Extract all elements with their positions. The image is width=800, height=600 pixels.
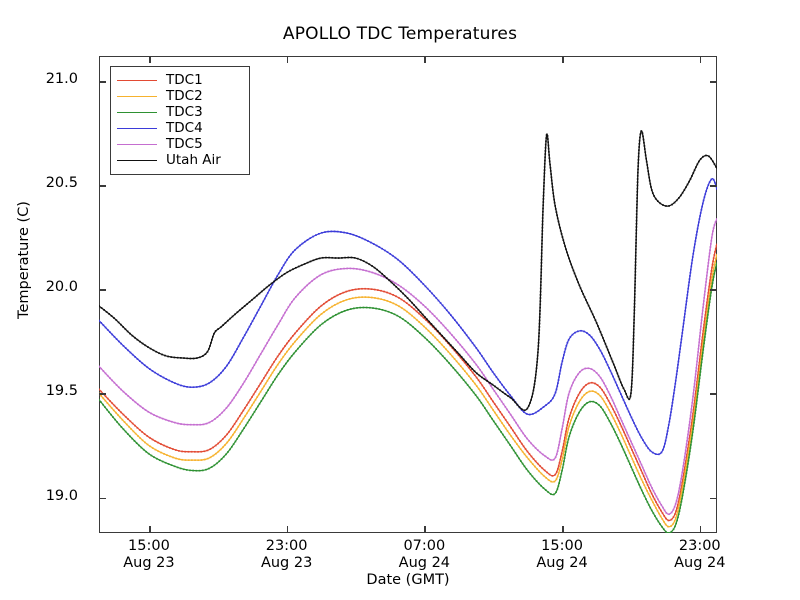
series-markers-tdc5: [99, 218, 717, 516]
y-tick-label: 20.0: [45, 279, 78, 296]
y-tick-label: 19.5: [45, 383, 78, 400]
legend-item-tdc5[interactable]: TDC5: [117, 136, 243, 152]
series-markers-utah-air: [99, 130, 717, 412]
x-tick-label: 23:00 Aug 24: [630, 538, 770, 572]
chart-title: APOLLO TDC Temperatures: [282, 24, 518, 44]
legend-item-tdc2[interactable]: TDC2: [117, 88, 243, 104]
x-tick-mark: [562, 526, 564, 533]
legend-item-label: Utah Air: [166, 152, 221, 168]
legend-swatch-icon: [117, 159, 157, 161]
y-axis-label: Temperature (C): [16, 201, 32, 319]
legend-item-tdc4[interactable]: TDC4: [117, 120, 243, 136]
legend-item-label: TDC5: [166, 136, 203, 152]
y-tick-mark: [99, 80, 106, 83]
y-tick-mark: [99, 393, 106, 396]
chart-legend: TDC1 TDC2 TDC3 TDC4 TDC5 Utah Air: [110, 66, 250, 175]
x-tick-label: 15:00 Aug 24: [492, 538, 632, 572]
x-tick-date: Aug 23: [123, 555, 175, 572]
series-markers-tdc4: [99, 178, 717, 456]
legend-item-label: TDC1: [166, 72, 203, 88]
y-tick-label: 20.5: [45, 175, 78, 192]
legend-swatch-icon: [117, 79, 157, 81]
series-markers-tdc3: [99, 263, 717, 533]
x-tick-mark: [424, 526, 426, 533]
legend-item-utah-air[interactable]: Utah Air: [117, 152, 243, 168]
series-canvas: [99, 130, 717, 533]
y-tick-mark: [99, 289, 106, 291]
legend-item-label: TDC2: [166, 88, 203, 104]
x-tick-time: 07:00: [403, 538, 446, 554]
x-tick-date: Aug 23: [260, 555, 313, 572]
x-tick-mark: [699, 526, 702, 533]
x-axis-label: Date (GMT): [366, 572, 450, 588]
x-tick-date: Aug 24: [674, 555, 726, 572]
legend-swatch-icon: [117, 143, 157, 145]
series-line-tdc1: [99, 243, 717, 522]
legend-item-tdc3[interactable]: TDC3: [117, 104, 243, 120]
y-tick-mark-right: [710, 497, 717, 500]
legend-swatch-icon: [117, 127, 157, 129]
x-tick-time: 23:00: [265, 538, 308, 554]
legend-item-label: TDC3: [166, 104, 203, 120]
x-tick-label: 23:00 Aug 23: [217, 538, 357, 572]
x-tick-time: 15:00: [541, 538, 583, 554]
y-tick-mark-right: [710, 80, 717, 83]
x-tick-label: 07:00 Aug 24: [354, 538, 494, 572]
y-tick-mark-right: [710, 185, 717, 187]
x-tick-mark-top: [286, 56, 289, 63]
series-markers-tdc1: [99, 244, 717, 522]
y-tick-mark: [99, 497, 106, 500]
x-tick-mark: [286, 526, 289, 533]
x-tick-mark-top: [562, 56, 564, 63]
x-tick-date: Aug 24: [398, 555, 451, 572]
series-line-tdc4: [99, 178, 717, 456]
series-line-tdc3: [99, 262, 717, 533]
legend-item-tdc1[interactable]: TDC1: [117, 72, 243, 88]
legend-swatch-icon: [117, 111, 157, 113]
x-tick-time: 23:00: [678, 538, 721, 554]
x-tick-label: 15:00 Aug 23: [79, 538, 219, 572]
legend-item-label: TDC4: [166, 120, 203, 136]
series-markers-tdc2: [99, 254, 717, 528]
y-tick-label: 21.0: [45, 70, 78, 87]
x-tick-time: 15:00: [128, 538, 170, 554]
y-tick-mark-right: [710, 393, 717, 396]
legend-swatch-icon: [117, 95, 157, 97]
x-tick-date: Aug 24: [536, 555, 588, 572]
y-tick-label: 19.0: [45, 487, 78, 504]
x-tick-mark-top: [699, 56, 702, 63]
y-tick-mark: [99, 185, 106, 187]
x-tick-mark-top: [148, 56, 151, 63]
y-tick-mark-right: [710, 289, 717, 291]
x-tick-mark: [148, 526, 151, 533]
x-tick-mark-top: [424, 56, 426, 63]
